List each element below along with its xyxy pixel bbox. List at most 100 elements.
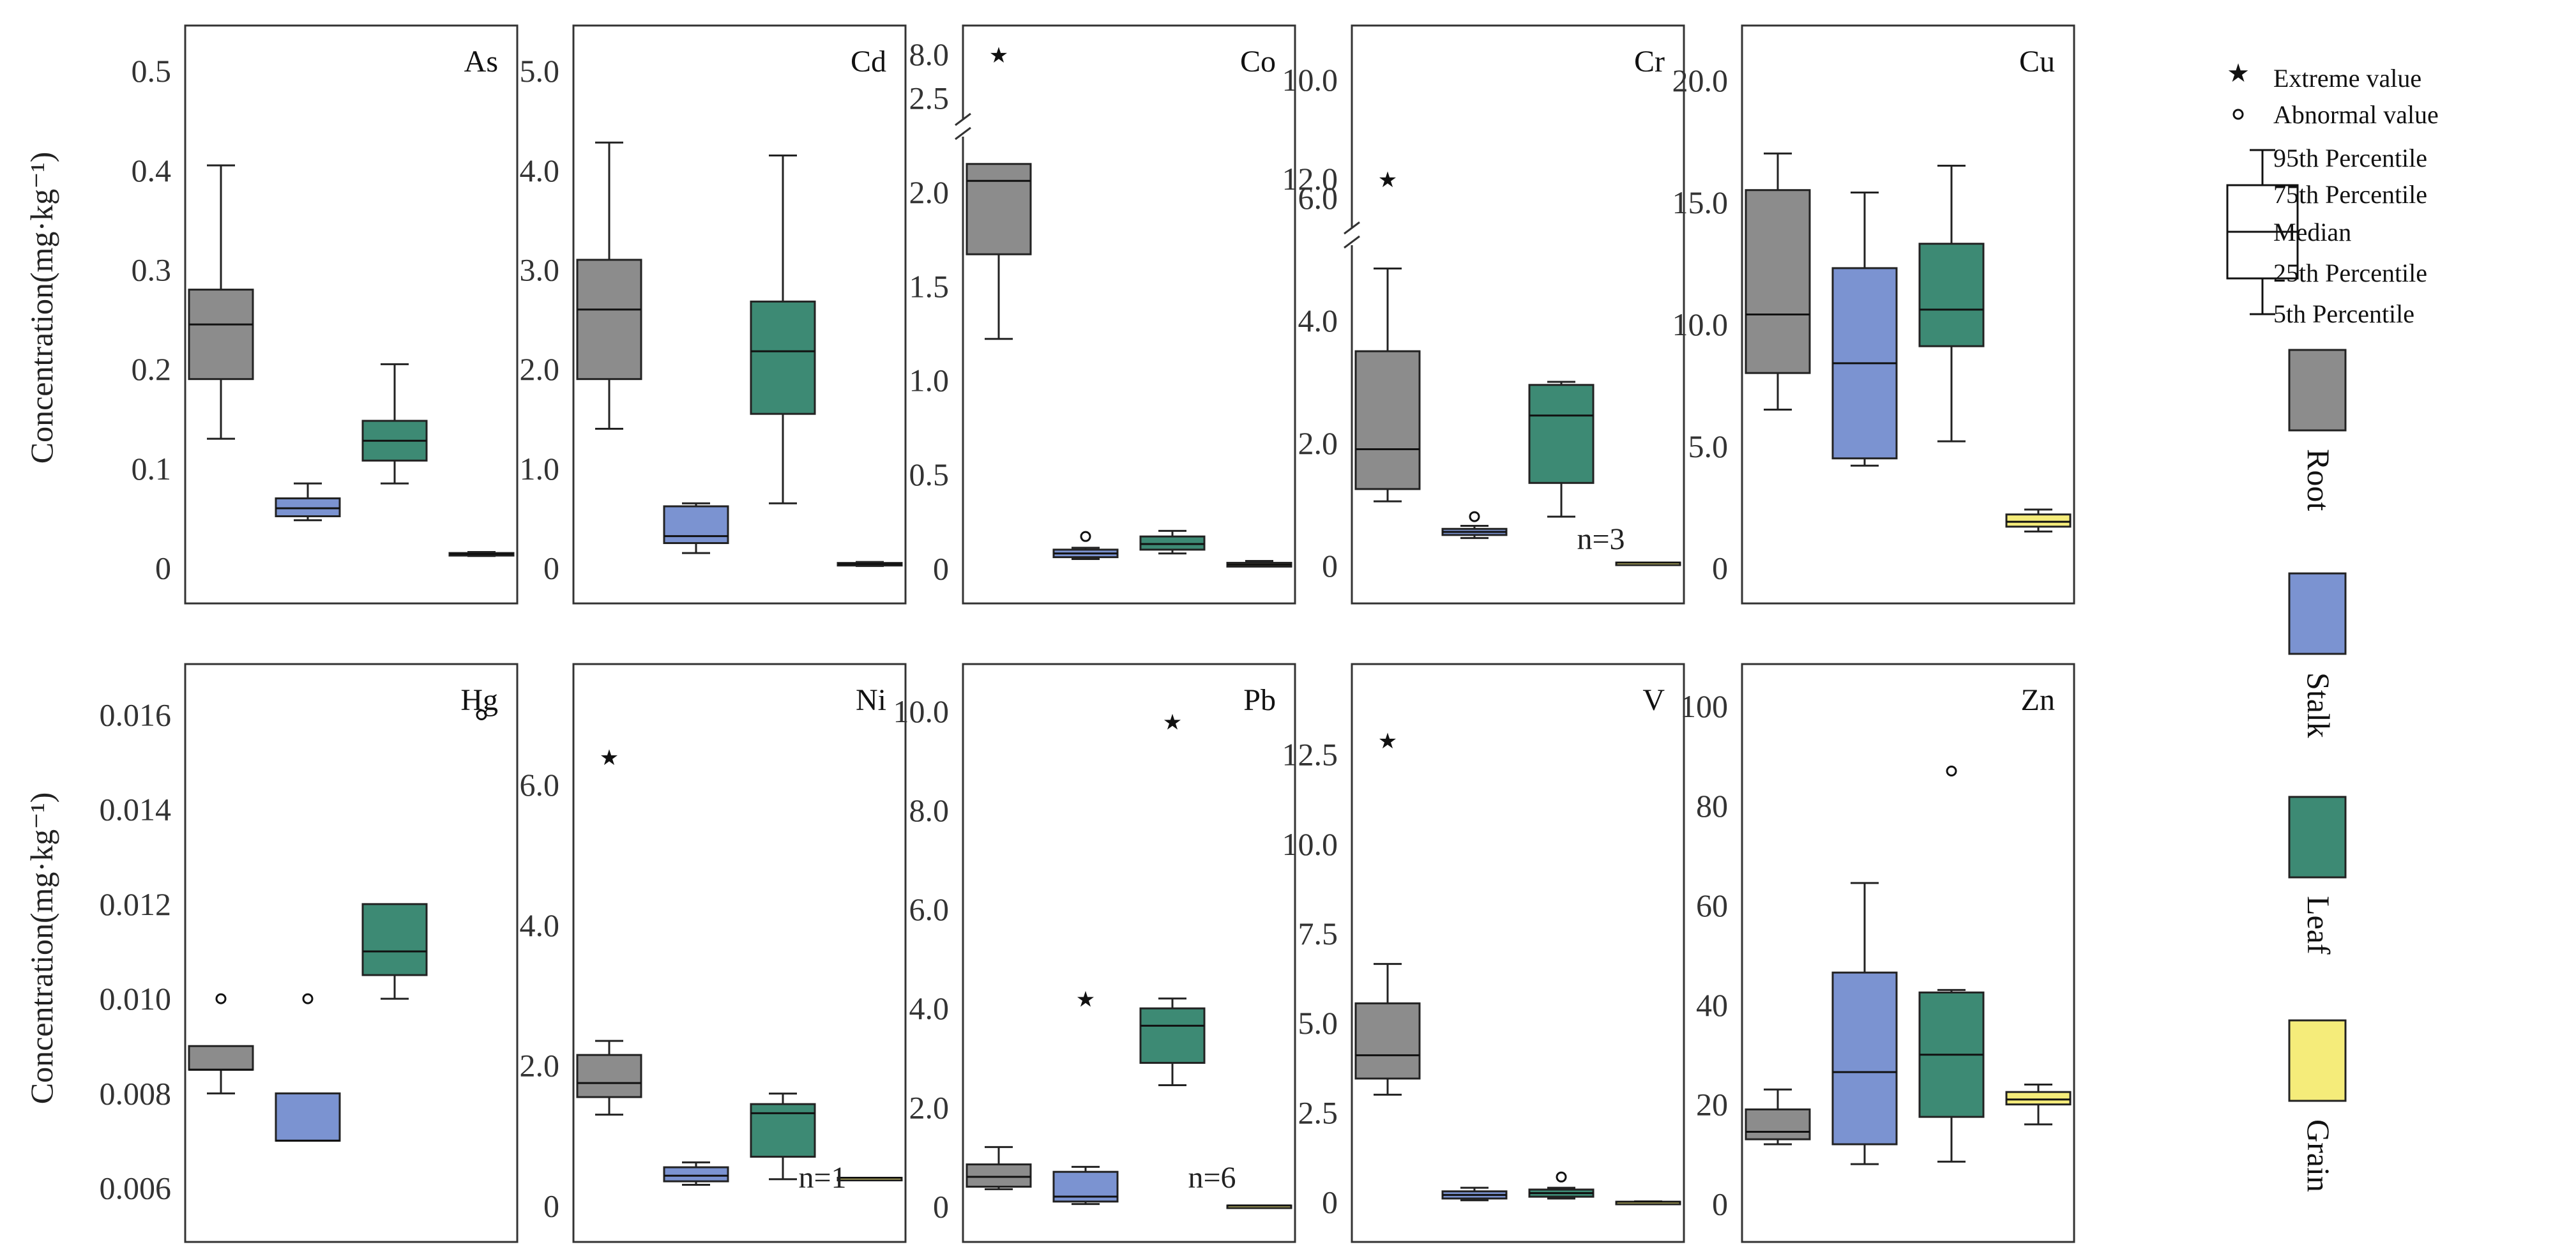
axis-break-mark bbox=[955, 126, 971, 140]
box-stalk bbox=[275, 482, 341, 522]
y-axis-title-bottom: Concentration(mg·kg⁻¹) bbox=[24, 792, 59, 1104]
legend-item-leaf: Leaf bbox=[2288, 796, 2347, 955]
panel-frame bbox=[1351, 24, 1685, 605]
iqr-box bbox=[966, 163, 1032, 255]
panel-frame bbox=[572, 663, 907, 1243]
iqr-box bbox=[1139, 1007, 1206, 1064]
iqr-box bbox=[1745, 189, 1811, 374]
iqr-box bbox=[663, 505, 729, 545]
box-grain bbox=[837, 1177, 903, 1182]
box-grain bbox=[1615, 1200, 1681, 1206]
iqr-box bbox=[750, 1103, 816, 1158]
box-root bbox=[576, 141, 642, 430]
y-tick-label-break: 8.0 bbox=[909, 36, 950, 72]
panel-title: Co bbox=[1240, 45, 1276, 79]
box-stalk bbox=[663, 1161, 729, 1186]
y-tick-label: 10.0 bbox=[893, 693, 950, 729]
y-tick-label: 2.0 bbox=[909, 1089, 950, 1125]
box-leaf bbox=[1918, 165, 1985, 443]
panel-title: Pb bbox=[1243, 683, 1276, 717]
abnormal-point bbox=[302, 993, 314, 1004]
panel-frame bbox=[184, 663, 519, 1243]
panel-title: Cd bbox=[851, 45, 886, 79]
extreme-point: ★ bbox=[1378, 729, 1397, 754]
abnormal-point bbox=[215, 993, 227, 1004]
y-tick-label: 3.0 bbox=[520, 252, 560, 287]
y-tick-label: 0 bbox=[543, 550, 559, 586]
box-grain bbox=[448, 551, 515, 557]
y-tick-label: 40 bbox=[1696, 987, 1728, 1023]
box-root bbox=[966, 1146, 1032, 1190]
panel-title: As bbox=[464, 45, 498, 79]
legend: ★ Extreme value Abnormal value 95th Perc… bbox=[2226, 59, 2439, 1192]
y-tick-label-break: 12.0 bbox=[1282, 161, 1338, 197]
y-tick-label: 1.0 bbox=[520, 451, 560, 487]
y-tick-label: 10.0 bbox=[1672, 306, 1729, 342]
y-tick-label: 0.014 bbox=[100, 792, 172, 828]
legend-p95-label: 95th Percentile bbox=[2273, 144, 2427, 172]
panel-v: 0 2.5 5.0 7.5 10.0 12.5 V ★ bbox=[1282, 663, 1685, 1243]
iqr-box bbox=[275, 1092, 341, 1142]
legend-category-label: Leaf bbox=[2301, 896, 2337, 955]
y-tick-label: 0.012 bbox=[100, 886, 172, 922]
y-tick-label: 60 bbox=[1696, 888, 1728, 923]
panel-co: 0 0.5 1.0 1.5 2.0 2.5 8.0 Co ★ bbox=[909, 24, 1296, 605]
y-tick-label: 12.5 bbox=[1282, 737, 1338, 773]
iqr-box bbox=[750, 300, 816, 415]
box-leaf bbox=[750, 1093, 816, 1181]
legend-item-grain: Grain bbox=[2288, 1019, 2347, 1192]
panel-frame bbox=[184, 24, 519, 605]
box-leaf bbox=[1139, 529, 1206, 555]
panel-frame bbox=[962, 24, 1296, 605]
y-tick-label: 15.0 bbox=[1672, 185, 1729, 220]
iqr-box bbox=[2005, 513, 2072, 528]
box-root bbox=[188, 164, 254, 440]
panel-as: 0 0.1 0.2 0.3 0.4 0.5 As bbox=[132, 24, 519, 605]
panel-zn: 0 20 40 60 80 100 Zn bbox=[1680, 663, 2075, 1243]
y-tick-label: 20 bbox=[1696, 1087, 1728, 1123]
y-tick-label: 2.5 bbox=[1298, 1094, 1338, 1130]
abnormal-point bbox=[1469, 511, 1480, 522]
y-tick-label: 2.5 bbox=[909, 80, 950, 116]
box-stalk bbox=[1831, 192, 1898, 467]
iqr-box bbox=[188, 289, 254, 381]
panel-ni: 0 2.0 4.0 6.0 Ni ★ n=1 bbox=[520, 663, 907, 1243]
y-tick-label: 4.0 bbox=[909, 990, 950, 1026]
legend-category-label: Root bbox=[2301, 449, 2337, 511]
box-grain bbox=[837, 561, 903, 567]
iqr-box bbox=[576, 259, 642, 381]
axis-break-mark bbox=[1344, 235, 1360, 249]
legend-swatch bbox=[2288, 572, 2347, 655]
legend-category-label: Stalk bbox=[2301, 672, 2337, 738]
y-tick-label: 7.5 bbox=[1298, 916, 1338, 951]
y-tick-label: 5.0 bbox=[520, 53, 560, 89]
iqr-box bbox=[1354, 350, 1421, 490]
y-tick-label: 80 bbox=[1696, 788, 1728, 824]
y-tick-label: 0.010 bbox=[100, 981, 172, 1017]
y-tick-label: 0 bbox=[1712, 1186, 1728, 1222]
legend-swatch bbox=[2288, 1019, 2347, 1102]
iqr-box bbox=[1745, 1108, 1811, 1140]
abnormal-circle-icon bbox=[2232, 109, 2244, 120]
y-tick-label: 0.3 bbox=[132, 252, 172, 287]
panel-title: Zn bbox=[2021, 683, 2055, 717]
abnormal-point bbox=[1946, 765, 1957, 776]
box-leaf bbox=[1918, 988, 1985, 1163]
box-grain bbox=[2005, 1083, 2072, 1126]
iqr-box bbox=[1528, 384, 1595, 484]
abnormal-point bbox=[1080, 531, 1091, 542]
legend-abnormal-label: Abnormal value bbox=[2273, 100, 2439, 129]
y-tick-label: 1.0 bbox=[909, 363, 950, 398]
box-leaf bbox=[361, 363, 428, 485]
abnormal-point bbox=[1556, 1171, 1567, 1183]
y-tick-label: 1.5 bbox=[909, 268, 950, 304]
y-tick-label: 0 bbox=[933, 550, 949, 586]
iqr-box bbox=[1831, 971, 1898, 1146]
y-tick-label: 4.0 bbox=[1298, 303, 1338, 338]
iqr-box bbox=[1918, 243, 1985, 347]
panel-title: Ni bbox=[856, 683, 886, 717]
y-tick-label: 4.0 bbox=[520, 153, 560, 188]
y-tick-label: 0.008 bbox=[100, 1075, 172, 1111]
y-tick-label: 8.0 bbox=[909, 792, 950, 828]
